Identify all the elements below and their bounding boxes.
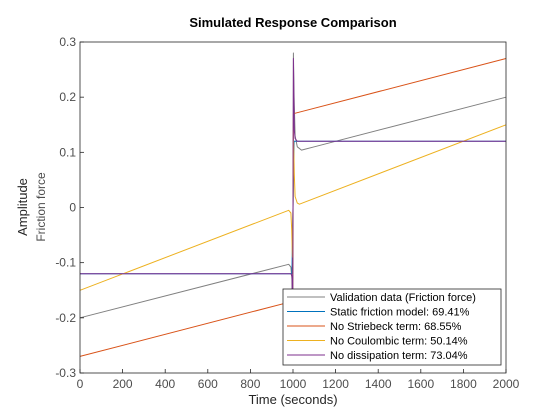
- x-tick-label: 1600: [407, 377, 434, 391]
- x-tick-label: 200: [113, 377, 133, 391]
- x-tick-label: 2000: [493, 377, 520, 391]
- x-axis-label: Time (seconds): [248, 392, 337, 407]
- y-tick-label: -0.2: [55, 311, 76, 325]
- y-axis-sublabel: Friction force: [34, 172, 48, 242]
- x-tick-label: 600: [198, 377, 218, 391]
- y-tick-label: -0.1: [55, 256, 76, 270]
- y-tick-label: 0.3: [59, 35, 76, 49]
- legend-label-3: No Striebeck term: 68.55%: [330, 321, 462, 333]
- legend-label-2: Static friction model: 69.41%: [330, 307, 470, 319]
- legend-label-4: No Coulombic term: 50.14%: [330, 336, 468, 348]
- x-tick-label: 1800: [450, 377, 477, 391]
- y-tick-label: 0.2: [59, 90, 76, 104]
- y-tick-label: 0: [69, 201, 76, 215]
- x-tick-label: 1000: [280, 377, 307, 391]
- x-axis-ticks: 0 200 400 600 800 1000 1200 1400 1600 1800 2000: [77, 369, 520, 391]
- series-layer: [79, 52, 507, 357]
- y-tick-label: 0.1: [59, 145, 76, 159]
- chart-title: Simulated Response Comparison: [189, 15, 396, 30]
- legend-box: [282, 288, 502, 366]
- legend-label-1: Validation data (Friction force): [330, 292, 476, 304]
- y-axis-ticks: -0.3 -0.2 -0.1 0 0.1 0.2 0.3: [55, 35, 84, 380]
- legend-label-5: No dissipation term: 73.04%: [330, 350, 468, 362]
- y-tick-label: -0.3: [55, 366, 76, 380]
- x-tick-label: 0: [77, 377, 84, 391]
- x-tick-label: 800: [240, 377, 260, 391]
- series-line-5: [80, 58, 506, 319]
- y-axis-label: Amplitude: [15, 178, 30, 236]
- x-tick-label: 400: [155, 377, 175, 391]
- x-tick-label: 1200: [322, 377, 349, 391]
- x-tick-label: 1400: [365, 377, 392, 391]
- legend: Validation data (Friction force) Static f…: [282, 288, 502, 366]
